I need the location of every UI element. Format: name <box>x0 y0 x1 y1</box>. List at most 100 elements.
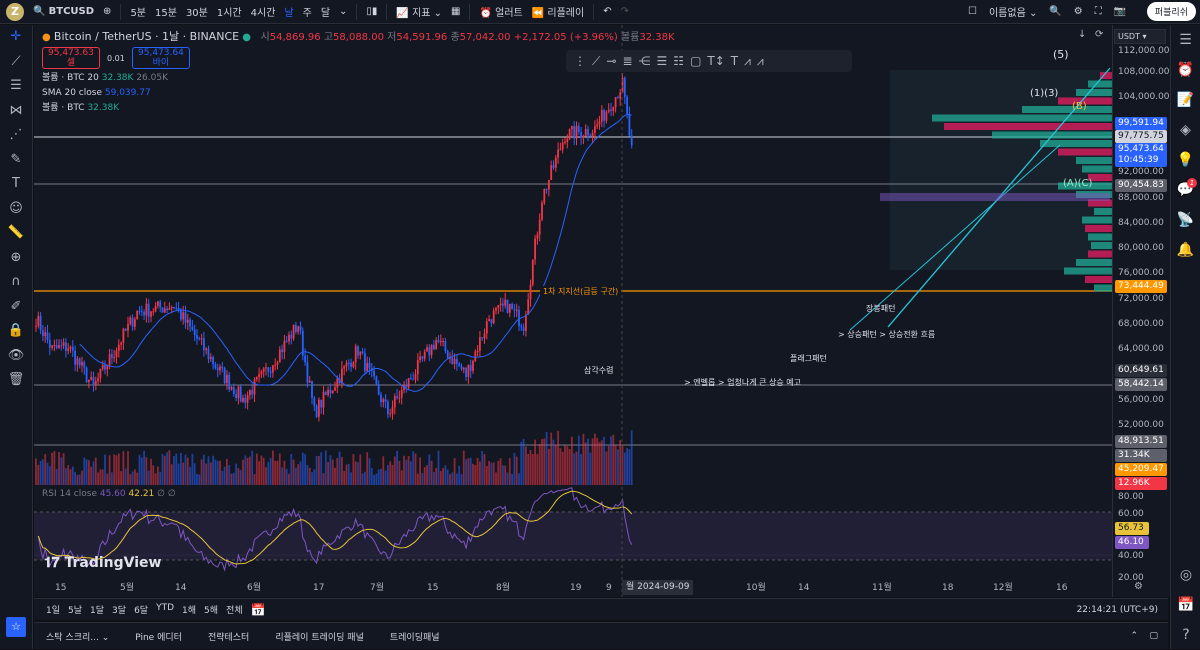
interval-5[interactable]: 날 <box>284 8 294 19</box>
tab-strategy-tester[interactable]: 전략테스터 <box>207 632 250 643</box>
range-8[interactable]: 전체 <box>226 606 243 616</box>
tab-replay-trading[interactable]: 리플레이 트레이딩 패널 <box>275 632 364 643</box>
trash-icon[interactable]: 🗑 <box>7 372 25 387</box>
volume-profile-bar <box>1085 276 1112 283</box>
interval-3[interactable]: 1시간 <box>216 8 242 19</box>
volume-bar <box>99 469 102 485</box>
eye-icon[interactable]: 👁 <box>7 347 25 363</box>
price-axis[interactable]: 112,000.00 108,000.00 104,000.00 92,000.00 8… <box>1112 25 1170 597</box>
text-icon[interactable]: T <box>12 176 20 191</box>
price-tick: 56,000.00 <box>1118 394 1164 405</box>
notes-icon[interactable]: 📝 <box>1176 92 1195 108</box>
settings-icon[interactable]: ⚙ <box>1073 6 1083 17</box>
layout-checkbox[interactable]: ☐ <box>968 6 977 17</box>
scroll-to-latest-icon[interactable]: ↓ <box>1078 29 1087 40</box>
tab-pine-editor[interactable]: Pine 에디터 <box>135 632 182 643</box>
range-1[interactable]: 5날 <box>68 606 83 616</box>
horizontal-ray-icon[interactable]: ⊸ <box>606 54 617 68</box>
range-6[interactable]: 1해 <box>182 606 197 616</box>
candlestick-chart[interactable] <box>34 25 1112 597</box>
rsi-legend[interactable]: RSI 14 close 45.60 42.21 ∅ ∅ <box>42 489 176 499</box>
zoom-in-icon[interactable]: ⊕ <box>10 249 22 265</box>
range-3[interactable]: 3달 <box>112 606 127 616</box>
bell-icon[interactable]: 🔔 <box>1176 242 1195 258</box>
chart-area[interactable] <box>34 25 1168 597</box>
trendline-icon[interactable]: ⟋ <box>11 53 21 69</box>
candle-type-icon[interactable]: ▯▮ <box>366 6 378 17</box>
maximize-panel-icon[interactable]: ▢ <box>1149 631 1158 641</box>
favorite-star-icon[interactable]: ☆ <box>6 617 26 637</box>
alarm-icon[interactable]: ⏰ <box>1176 62 1195 78</box>
interval-7[interactable]: 달 <box>320 8 331 19</box>
drag-handle-icon[interactable]: ⋮ <box>574 54 586 68</box>
quick-search-icon[interactable]: 🔍 <box>1049 6 1062 17</box>
text-tool-icon[interactable]: T <box>730 54 739 68</box>
indicator-volume-20[interactable]: 볼륨 · BTC 20 32.38K 26.05K <box>42 73 168 83</box>
undo-icon[interactable]: ↶ <box>603 6 612 17</box>
symbol-search[interactable]: 🔍 BTCUSD <box>33 6 95 17</box>
layout-name-dropdown[interactable]: 이름없음 ⌄ <box>988 8 1038 19</box>
range-5[interactable]: YTD <box>156 603 175 613</box>
indicators-button[interactable]: 📈 지표 ⌄ <box>396 8 443 19</box>
calendar-icon[interactable]: 📅 <box>1177 597 1195 613</box>
tab-trading-panel[interactable]: 트레이딩패널 <box>389 632 440 643</box>
interval-2[interactable]: 30분 <box>185 8 208 19</box>
chevron-down-icon[interactable]: ⌄ <box>339 6 348 17</box>
date-range-icon[interactable]: 📅 <box>250 602 266 617</box>
replay-button[interactable]: ⏪ 리플레이 <box>531 8 585 19</box>
range-4[interactable]: 6달 <box>134 606 149 616</box>
indicator-volume[interactable]: 볼륨 · BTC 32.38K <box>42 103 120 113</box>
pattern-icon[interactable]: ⋈ <box>9 102 23 118</box>
interval-0[interactable]: 5분 <box>130 8 146 19</box>
clock[interactable]: 22:14:21 (UTC+9) <box>1076 604 1158 615</box>
layers-icon[interactable]: ◈ <box>1180 122 1191 138</box>
publish-button[interactable]: 퍼블리쉬 <box>1146 2 1196 21</box>
interval-4[interactable]: 4시간 <box>250 8 276 19</box>
target-icon[interactable]: ◎ <box>1179 567 1193 583</box>
elliott-impulse-icon[interactable]: ⩘ <box>744 53 751 68</box>
magnet-icon[interactable]: ∩ <box>11 274 21 289</box>
axis-settings-icon[interactable]: ⚙ <box>1134 581 1143 592</box>
ideas-icon[interactable]: 💡 <box>1176 152 1195 168</box>
templates-icon[interactable]: ▦ <box>451 6 461 17</box>
fib-icon[interactable]: ☰ <box>10 78 22 93</box>
anchored-text-icon[interactable]: T↕ <box>707 54 725 68</box>
interval-1[interactable]: 15분 <box>155 8 177 19</box>
range-2[interactable]: 1달 <box>90 606 105 616</box>
interval-6[interactable]: 주 <box>302 8 312 19</box>
indicator-sma[interactable]: SMA 20 close 59,039.77 <box>42 88 151 98</box>
lock-icon[interactable]: 🔒 <box>7 323 25 338</box>
sell-button[interactable]: 95,473.63 셀 <box>42 47 100 69</box>
parallel-channel-icon[interactable]: ≣ <box>622 54 633 68</box>
trendline-tool-icon[interactable]: ⟋ <box>592 53 601 68</box>
tab-screener[interactable]: 스탁 스크리... ⌄ <box>46 632 110 643</box>
fib-extension-icon[interactable]: ☷ <box>673 54 685 68</box>
watchlist-icon[interactable]: ☰ <box>1179 32 1192 48</box>
currency-dropdown[interactable]: USDT ▾ <box>1114 29 1166 44</box>
pitchfork-icon[interactable]: ⋲ <box>638 54 651 68</box>
forecast-icon[interactable]: ⋰ <box>9 127 23 142</box>
chat-icon[interactable]: 💬 1 <box>1171 175 1200 205</box>
add-symbol-icon[interactable]: ⊕ <box>103 6 112 17</box>
ruler-icon[interactable]: 📏 <box>7 225 25 240</box>
fullscreen-icon[interactable]: ⛶ <box>1094 6 1102 17</box>
range-7[interactable]: 5해 <box>204 606 219 616</box>
user-avatar[interactable]: Z <box>6 2 24 21</box>
buy-button[interactable]: 95,473.64 바이 <box>132 47 190 69</box>
redo-icon[interactable]: ↷ <box>620 6 629 17</box>
alert-button[interactable]: ⏰ 얼러트 <box>479 8 523 19</box>
fib-retracement-icon[interactable]: ☰ <box>656 54 668 68</box>
range-0[interactable]: 1일 <box>46 606 61 616</box>
streams-icon[interactable]: 📡 <box>1176 212 1195 228</box>
brush-icon[interactable]: ✎ <box>10 151 22 167</box>
help-icon[interactable]: ? <box>1182 627 1190 643</box>
candle-body <box>262 368 265 372</box>
auto-scale-icon[interactable]: ⟳ <box>1095 29 1104 40</box>
rectangle-icon[interactable]: ▢ <box>690 54 702 68</box>
emoji-icon[interactable]: ☺ <box>9 200 23 216</box>
crosshair-icon[interactable]: ✛ <box>10 29 22 44</box>
camera-icon[interactable]: 📷 <box>1113 6 1127 17</box>
elliott-correction-icon[interactable]: ⩘ <box>756 53 764 68</box>
expand-panel-icon[interactable]: ⌃ <box>1130 631 1138 641</box>
lock-drawing-icon[interactable]: ✐ <box>10 298 22 314</box>
